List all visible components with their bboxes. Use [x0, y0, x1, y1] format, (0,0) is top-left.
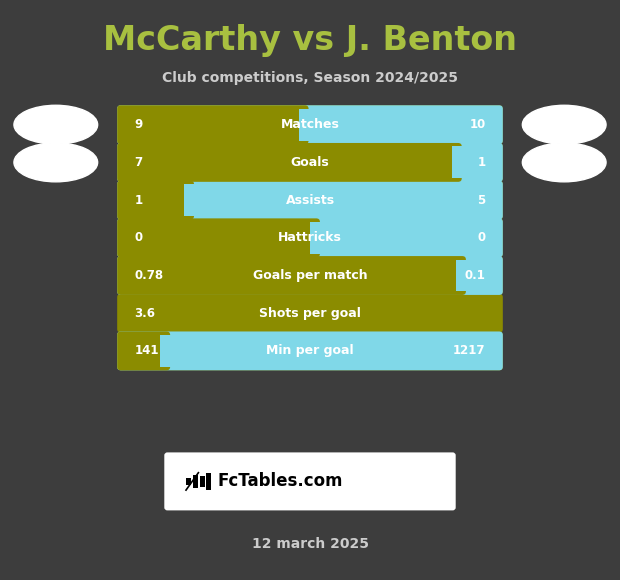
Bar: [186, 478, 191, 485]
Text: Shots per goal: Shots per goal: [259, 307, 361, 320]
Text: 0.78: 0.78: [135, 269, 164, 282]
Text: 12 march 2025: 12 march 2025: [252, 537, 368, 551]
FancyBboxPatch shape: [117, 218, 503, 257]
FancyBboxPatch shape: [117, 256, 466, 295]
Text: Matches: Matches: [281, 118, 339, 131]
Text: 0: 0: [477, 231, 485, 244]
Text: 0.1: 0.1: [464, 269, 485, 282]
Bar: [206, 473, 211, 490]
Text: 7: 7: [135, 156, 143, 169]
Text: FcTables.com: FcTables.com: [217, 472, 342, 491]
FancyBboxPatch shape: [117, 218, 503, 257]
Bar: [121, 146, 452, 179]
Bar: [452, 146, 499, 179]
Ellipse shape: [14, 106, 98, 144]
Text: Goals: Goals: [291, 156, 329, 169]
Ellipse shape: [522, 106, 606, 144]
Text: McCarthy vs J. Benton: McCarthy vs J. Benton: [103, 24, 517, 57]
Text: Club competitions, Season 2024/2025: Club competitions, Season 2024/2025: [162, 71, 458, 85]
Bar: [160, 335, 499, 367]
Bar: [121, 184, 184, 216]
FancyBboxPatch shape: [117, 180, 503, 219]
FancyBboxPatch shape: [117, 180, 503, 219]
Text: 1: 1: [477, 156, 485, 169]
Bar: [184, 184, 499, 216]
FancyBboxPatch shape: [117, 180, 194, 219]
Bar: [121, 260, 456, 291]
Text: 3.6: 3.6: [135, 307, 156, 320]
Text: Min per goal: Min per goal: [266, 345, 354, 357]
Text: 9: 9: [135, 118, 143, 131]
Bar: [310, 222, 499, 253]
Bar: [200, 476, 205, 487]
FancyBboxPatch shape: [117, 256, 503, 295]
Text: 5: 5: [477, 194, 485, 206]
Bar: [456, 260, 499, 291]
FancyBboxPatch shape: [117, 143, 503, 182]
Text: 141: 141: [135, 345, 159, 357]
FancyBboxPatch shape: [117, 332, 503, 371]
FancyBboxPatch shape: [117, 293, 503, 333]
FancyBboxPatch shape: [117, 106, 309, 144]
Bar: [299, 108, 499, 140]
FancyBboxPatch shape: [117, 143, 462, 182]
Text: Goals per match: Goals per match: [253, 269, 367, 282]
Text: 1217: 1217: [453, 345, 485, 357]
FancyBboxPatch shape: [117, 256, 503, 295]
FancyBboxPatch shape: [164, 452, 456, 510]
FancyBboxPatch shape: [117, 143, 503, 182]
Bar: [121, 335, 160, 367]
Text: 0: 0: [135, 231, 143, 244]
FancyBboxPatch shape: [117, 218, 320, 257]
Text: 1: 1: [135, 194, 143, 206]
Bar: [121, 222, 310, 253]
Ellipse shape: [14, 143, 98, 182]
FancyBboxPatch shape: [117, 332, 503, 371]
Ellipse shape: [522, 143, 606, 182]
Bar: [193, 475, 198, 488]
Text: 10: 10: [469, 118, 485, 131]
FancyBboxPatch shape: [117, 332, 170, 371]
Text: Assists: Assists: [285, 194, 335, 206]
Text: Hattricks: Hattricks: [278, 231, 342, 244]
FancyBboxPatch shape: [117, 106, 503, 144]
FancyBboxPatch shape: [117, 106, 503, 144]
Bar: [121, 108, 299, 140]
